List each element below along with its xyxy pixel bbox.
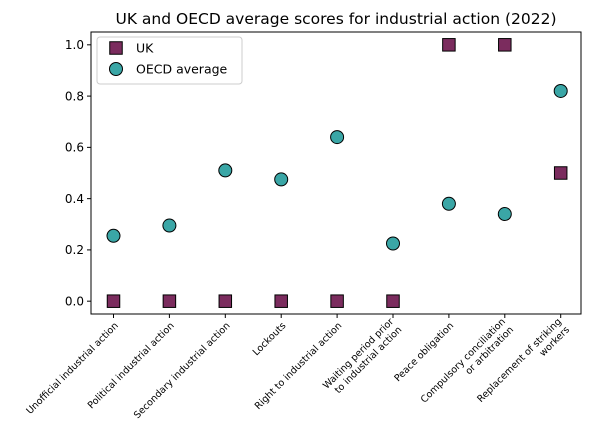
x-tick-label-line: Lockouts [251, 320, 289, 358]
oecd-point [106, 228, 121, 243]
plot-area [90, 31, 582, 315]
legend-uk-marker [109, 41, 123, 55]
uk-point [386, 294, 400, 308]
uk-point [106, 294, 121, 308]
oecd-point [218, 163, 233, 178]
oecd-point [497, 207, 512, 222]
y-tick-label: 0.8 [65, 89, 84, 103]
x-tick-label: Unofficial industrial action [24, 320, 120, 416]
oecd-point [162, 218, 177, 233]
uk-point [442, 38, 456, 52]
oecd-point [274, 172, 289, 187]
legend-label: UK [136, 41, 154, 56]
oecd-point [386, 236, 400, 251]
x-tick-label: Secondary industrial action [132, 320, 233, 421]
data-marks [106, 38, 568, 308]
x-tick-label: Compulsory conciliationor arbitration [419, 316, 516, 413]
oecd-point [441, 196, 456, 211]
x-tick-label-line: Unofficial industrial action [24, 320, 120, 416]
y-tick-label: 0.0 [65, 294, 84, 308]
oecd-point [553, 83, 568, 98]
uk-point [330, 294, 344, 308]
uk-point [553, 166, 568, 180]
y-tick-label: 0.4 [65, 192, 84, 206]
x-tick-label-line: Secondary industrial action [132, 320, 233, 421]
legend-oecd-marker [109, 62, 123, 76]
uk-point [274, 294, 288, 308]
uk-point [162, 294, 177, 308]
y-tick-label: 1.0 [65, 38, 84, 52]
legend-box [96, 36, 243, 85]
oecd-point [330, 130, 345, 145]
y-tick-label: 0.2 [65, 243, 84, 257]
uk-point [218, 294, 233, 308]
legend-label: OECD average [136, 62, 228, 77]
x-tick-label: Lockouts [251, 320, 289, 358]
y-axis: 0.0 0.2 0.4 0.6 0.8 1.0 [65, 38, 91, 308]
y-tick-label: 0.6 [65, 141, 84, 155]
legend: UK OECD average [96, 36, 243, 85]
chart-title: UK and OECD average scores for industria… [115, 10, 556, 28]
uk-point [498, 38, 512, 52]
